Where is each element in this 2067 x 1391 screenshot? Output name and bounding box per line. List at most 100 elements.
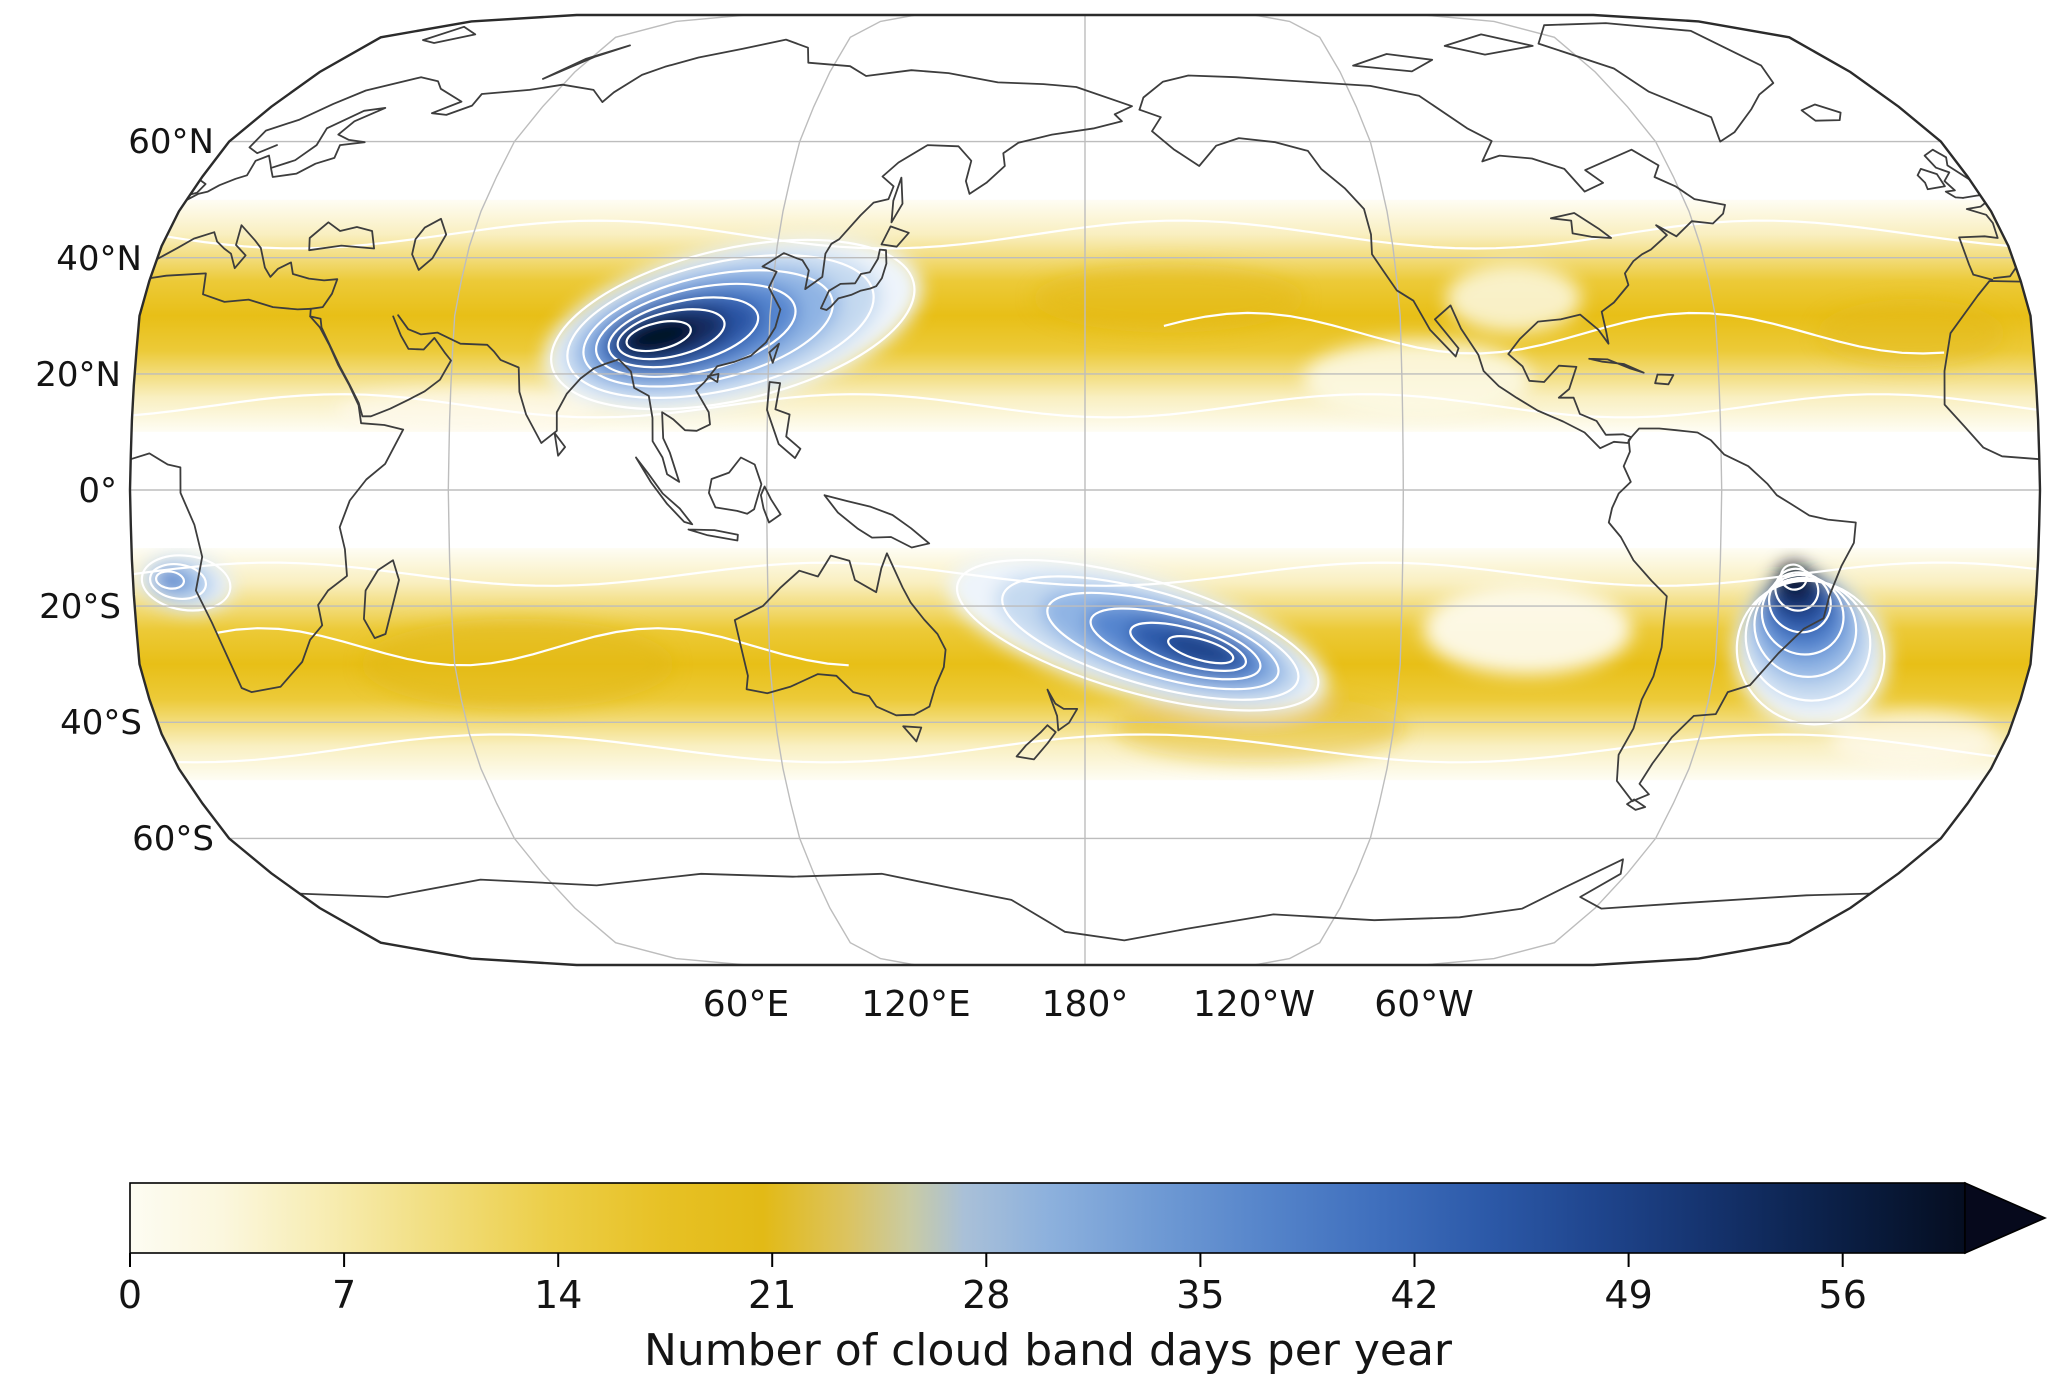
contour-line xyxy=(215,627,849,667)
coastline xyxy=(1800,103,1842,122)
contour-ring-south-america-southwest-atlantic xyxy=(1735,579,1886,726)
coastline xyxy=(768,342,780,364)
contour-ring-east-asia-northwest-pacific xyxy=(550,238,916,411)
lon-label-60w: 60°W xyxy=(1374,984,1473,1025)
contour-ring-south-pacific-convergence-zone xyxy=(1167,635,1235,665)
contour-ring-south-america-southwest-atlantic xyxy=(1779,563,1808,591)
contour-ring-south-america-southwest-atlantic xyxy=(1774,567,1820,612)
coastline xyxy=(248,38,1133,483)
coastline xyxy=(1138,74,1726,439)
coastline xyxy=(708,456,763,515)
contour-ring-south-pacific-convergence-zone xyxy=(1129,621,1247,672)
coastline xyxy=(363,559,400,639)
contour-ring-south-america-southwest-atlantic xyxy=(1768,571,1832,634)
coastline xyxy=(823,494,931,549)
colorbar: 0 7 14 21 28 35 42 49 56 Number of cloud… xyxy=(118,1181,2047,1376)
lat-label-40s: 40°S xyxy=(60,703,142,743)
lon-label-60e: 60°E xyxy=(703,984,790,1025)
coastline xyxy=(309,315,452,418)
coastline xyxy=(890,176,904,224)
coastline xyxy=(1993,265,2018,279)
contour-ring-east-asia-northwest-pacific xyxy=(566,254,875,399)
contour-ring-east-asia-northwest-pacific xyxy=(625,320,692,353)
coastline xyxy=(1443,33,1534,56)
globe-outline xyxy=(128,13,2042,967)
contour-ring-east-asia-northwest-pacific xyxy=(582,269,834,388)
coastline xyxy=(1046,688,1079,732)
meridian-line xyxy=(1254,15,1405,965)
colorbar-tick-label-14: 14 xyxy=(534,1273,582,1317)
longitude-axis-labels: 60°E 120°E 180° 120°W 60°W xyxy=(703,984,1474,1025)
contour-ring-south-pacific-convergence-zone xyxy=(1001,575,1300,701)
coastlines xyxy=(130,22,2040,942)
pale-patch xyxy=(1445,264,1582,333)
gold-patch xyxy=(361,618,674,710)
contour-ring-southeast-atlantic xyxy=(148,563,208,600)
contour-ring-south-pacific-convergence-zone xyxy=(955,558,1320,712)
pale-patch xyxy=(1830,711,1997,769)
coastline xyxy=(183,107,387,203)
colorbar-axis-label: Number of cloud band days per year xyxy=(644,1325,1453,1376)
colorbar-tick-label-35: 35 xyxy=(1176,1273,1224,1317)
coastline xyxy=(1138,108,1633,450)
coastline xyxy=(635,456,694,526)
pale-patch xyxy=(1303,339,1533,420)
coastline xyxy=(553,432,566,457)
coastline xyxy=(152,224,339,310)
coastline xyxy=(902,725,923,743)
meridian-line xyxy=(447,15,747,965)
globe-interior xyxy=(130,15,2040,965)
coastline xyxy=(733,552,947,717)
coastline xyxy=(294,858,1876,942)
colorbar-bar xyxy=(129,1182,1966,1254)
contour-ring-east-asia-northwest-pacific xyxy=(594,282,797,378)
coastline xyxy=(1015,724,1057,761)
contour-ring-southeast-atlantic xyxy=(140,554,232,612)
lat-label-60s: 60°S xyxy=(132,819,214,859)
coastline xyxy=(1943,280,2040,461)
contour-ring-south-pacific-convergence-zone xyxy=(1089,607,1262,681)
coastline xyxy=(422,25,477,44)
lat-label-60n: 60°N xyxy=(128,122,214,162)
latitude-axis-labels: 60°N 40°N 20°N 0° 20°S 40°S 60°S xyxy=(35,122,214,859)
contour-ring-east-asia-northwest-pacific xyxy=(616,308,726,361)
coastline xyxy=(308,221,375,252)
contour-ring-southeast-atlantic xyxy=(154,570,186,590)
coastline xyxy=(766,381,802,459)
gold-patch xyxy=(1114,693,1406,763)
colorbar-tick-label-0: 0 xyxy=(118,1273,142,1317)
lon-label-120e: 120°E xyxy=(861,984,970,1025)
coastline xyxy=(1607,427,1857,803)
coastline xyxy=(149,272,312,311)
coastline xyxy=(411,217,448,271)
coastline xyxy=(1588,357,1645,374)
coastline xyxy=(880,225,910,248)
pale-patch xyxy=(1423,583,1632,676)
contour-ring-east-asia-northwest-pacific xyxy=(607,296,760,369)
filled-contour-field xyxy=(139,236,2005,769)
coastline xyxy=(1626,798,1647,811)
contour-fill-south-pacific-convergence-zone xyxy=(1164,634,1237,665)
lat-label-20n: 20°N xyxy=(35,355,121,395)
colorbar-tick-label-49: 49 xyxy=(1604,1273,1652,1317)
coastline xyxy=(1550,212,1612,239)
coastline xyxy=(1537,22,1775,143)
meridian-line xyxy=(1423,15,1723,965)
coastline xyxy=(1916,168,1946,191)
lon-label-120w: 120°W xyxy=(1193,984,1315,1025)
contour-fill-southeast-atlantic xyxy=(158,573,182,587)
coastline xyxy=(1654,373,1675,386)
coastline xyxy=(760,485,782,524)
lon-label-180: 180° xyxy=(1042,984,1129,1025)
lat-label-20s: 20°S xyxy=(39,587,121,627)
contour-line xyxy=(1163,311,1945,355)
colorbar-tick-label-42: 42 xyxy=(1390,1273,1438,1317)
colorbar-tick-label-21: 21 xyxy=(748,1273,796,1317)
gold-patch xyxy=(1033,264,1304,333)
colorbar-tick-label-7: 7 xyxy=(332,1273,356,1317)
coastline xyxy=(820,248,888,311)
lat-label-0: 0° xyxy=(78,471,117,511)
lat-label-40n: 40°N xyxy=(56,239,142,279)
